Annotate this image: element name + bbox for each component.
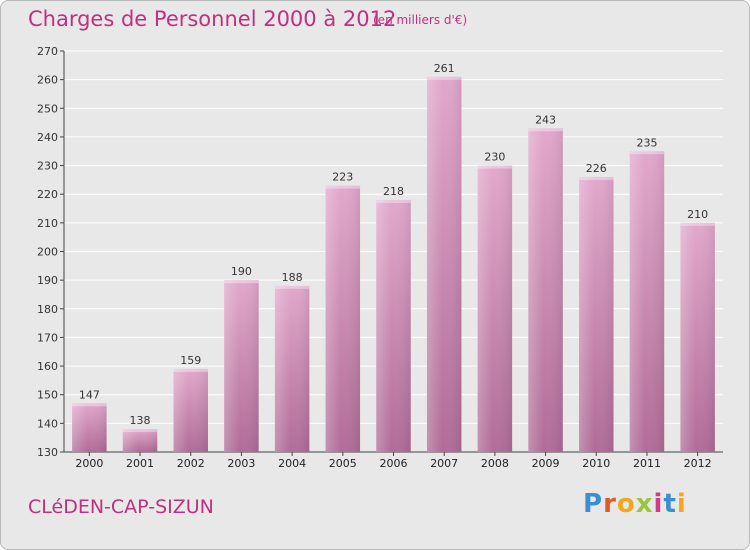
x-tick-label: 2009 (532, 457, 560, 470)
y-tick-label: 260 (37, 74, 58, 87)
y-tick-label: 170 (37, 331, 58, 344)
bar-shine-overlay (579, 177, 614, 452)
data-label: 223 (332, 171, 353, 184)
data-label: 159 (180, 354, 201, 367)
logo-letter: i (676, 489, 687, 519)
logo-letter: t (663, 489, 677, 519)
x-tick-label: 2008 (481, 457, 509, 470)
bar-shine-overlay (629, 151, 665, 452)
data-label: 138 (130, 414, 151, 427)
bar-top-highlight (426, 76, 462, 80)
bar-shine-overlay (528, 128, 563, 452)
y-tick-label: 210 (37, 217, 58, 230)
y-tick-label: 180 (37, 303, 58, 316)
x-tick-label: 2010 (582, 457, 610, 470)
x-tick-label: 2011 (633, 457, 661, 470)
logo-letter: i (653, 489, 664, 519)
data-label: 218 (383, 185, 404, 198)
proxiti-logo[interactable]: Proxiti (583, 489, 687, 519)
bar-shine-overlay (680, 222, 715, 452)
x-tick-label: 2003 (227, 457, 255, 470)
bar-top-highlight (72, 403, 107, 407)
chart-title: Charges de Personnel 2000 à 2012 (28, 7, 397, 31)
data-label: 226 (586, 162, 607, 175)
logo-letter: r (603, 489, 617, 519)
data-label: 210 (687, 208, 708, 221)
bar-top-highlight (325, 185, 361, 189)
y-tick-label: 190 (37, 274, 58, 287)
bar-top-highlight (224, 280, 259, 284)
bar-top-highlight (477, 165, 513, 169)
y-tick-label: 150 (37, 389, 58, 402)
x-tick-label: 2000 (75, 457, 103, 470)
bar-top-highlight (579, 177, 614, 181)
bar-shine-overlay (426, 76, 462, 453)
commune-name: CLéDEN-CAP-SIZUN (28, 496, 214, 518)
y-tick-label: 220 (37, 188, 58, 201)
y-tick-label: 240 (37, 131, 58, 144)
bar-top-highlight (680, 222, 715, 226)
data-label: 147 (79, 388, 100, 401)
logo-letter: o (616, 489, 636, 519)
y-tick-label: 270 (37, 45, 58, 58)
data-label: 190 (231, 265, 252, 278)
x-tick-label: 2004 (278, 457, 306, 470)
data-label: 243 (535, 113, 556, 126)
bar-shine-overlay (173, 368, 208, 452)
y-tick-label: 250 (37, 102, 58, 115)
bar-top-highlight (122, 429, 158, 433)
x-tick-label: 2001 (126, 457, 154, 470)
y-tick-label: 160 (37, 360, 58, 373)
bar-top-highlight (629, 151, 665, 155)
x-tick-label: 2006 (380, 457, 408, 470)
x-tick-label: 2005 (329, 457, 357, 470)
bar-top-highlight (376, 199, 411, 203)
logo-letter: x (635, 489, 654, 519)
bar-shine-overlay (72, 403, 107, 452)
labels: 130 140 150 160 170 180 190 200 210 220 230 240 250 2… (37, 45, 712, 470)
x-tick-label: 2007 (430, 457, 458, 470)
y-tick-label: 230 (37, 160, 58, 173)
bars (72, 76, 715, 453)
y-tick-label: 140 (37, 417, 58, 430)
x-tick-label: 2012 (684, 457, 712, 470)
bar-shine-overlay (325, 185, 361, 452)
bar-top-highlight (528, 128, 563, 132)
x-tick-label: 2002 (177, 457, 205, 470)
chart-subtitle: (en milliers d'€) (373, 13, 468, 27)
bar-shine-overlay (376, 199, 411, 452)
data-label: 188 (282, 271, 303, 284)
bar-top-highlight (173, 368, 208, 372)
bar-shine-overlay (274, 285, 310, 452)
data-label: 230 (484, 151, 505, 164)
y-tick-label: 130 (37, 446, 58, 459)
logo-letter: P (583, 489, 604, 519)
bar-top-highlight (274, 285, 310, 289)
data-label: 235 (636, 136, 657, 149)
bar-shine-overlay (122, 429, 158, 452)
y-tick-label: 200 (37, 246, 58, 259)
bar-shine-overlay (477, 165, 513, 453)
data-label: 261 (434, 62, 455, 75)
bar-shine-overlay (224, 280, 259, 452)
